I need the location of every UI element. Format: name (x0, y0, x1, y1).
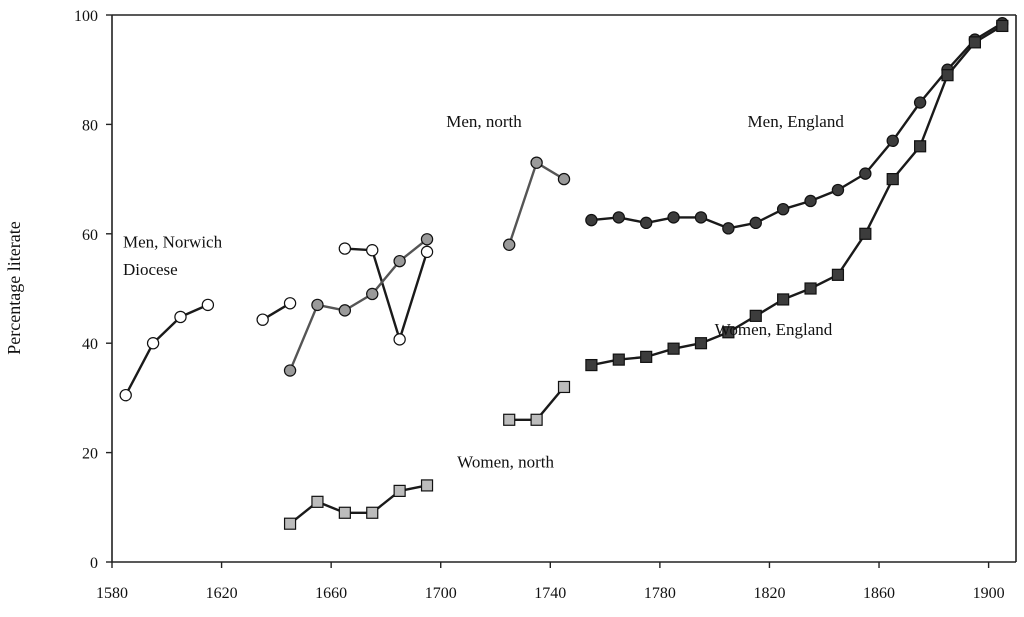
data-point-circle (749, 216, 762, 230)
data-point-circle (859, 167, 872, 180)
series-line-women-england (591, 24, 1003, 367)
series-men-north (283, 156, 571, 377)
data-point-square (968, 36, 982, 49)
y-tick-label: 60 (82, 227, 98, 244)
y-tick-label: 100 (74, 8, 98, 25)
data-point-square (366, 506, 379, 519)
data-point-square (886, 173, 899, 186)
series-line-women-north (289, 484, 428, 525)
data-point-circle (201, 298, 215, 312)
data-point-circle (366, 244, 379, 257)
data-point-square (941, 69, 954, 82)
data-point-circle (639, 216, 653, 230)
data-point-circle (585, 213, 598, 227)
data-point-square (996, 19, 1009, 33)
annotation-label: Men, Norwich (123, 232, 223, 251)
data-point-square (393, 484, 406, 497)
series-group (119, 17, 1009, 530)
axes: 0 20 40 60 80 100 1580 1620 1660 1700 1740 1780 1820… (74, 8, 1017, 602)
data-point-circle (612, 211, 625, 224)
data-point-circle (174, 310, 187, 324)
data-point-square (640, 350, 653, 363)
data-point-circle (393, 333, 406, 346)
series-line-men-north (288, 238, 428, 372)
series-men-norwich-diocese (119, 242, 434, 402)
annotation-label: Women, north (457, 452, 554, 471)
data-point-square (831, 268, 845, 281)
data-point-circle (776, 202, 790, 216)
annotation-label: Men, north (446, 112, 522, 131)
data-point-circle (366, 287, 379, 301)
data-point-circle (694, 211, 708, 224)
data-point-square (859, 227, 872, 240)
data-point-square (530, 413, 543, 426)
axis-frame (111, 15, 1016, 563)
series-women-england (585, 19, 1009, 372)
data-point-circle (503, 238, 516, 251)
data-point-circle (420, 245, 434, 259)
data-point-circle (557, 172, 571, 186)
x-tick-label: 1780 (644, 585, 676, 602)
data-point-circle (804, 194, 817, 208)
data-point-circle (283, 364, 297, 377)
x-tick-label: 1820 (753, 585, 785, 602)
annotation-label: Diocese (123, 260, 178, 279)
y-tick-label: 40 (82, 336, 98, 353)
data-point-square (749, 309, 762, 322)
data-point-circle (831, 183, 845, 197)
data-point-square (612, 353, 625, 366)
x-tick-label: 1740 (534, 585, 566, 602)
annotation-label: Men, England (748, 112, 845, 131)
series-women-north (283, 380, 571, 530)
data-point-circle (667, 211, 680, 224)
data-point-circle (420, 233, 434, 246)
data-point-square (503, 413, 516, 426)
data-point-square (338, 506, 351, 519)
x-tick-label: 1700 (425, 585, 457, 602)
data-point-square (557, 380, 571, 394)
data-point-square (914, 140, 927, 153)
data-point-square (667, 342, 680, 355)
data-point-square (311, 495, 324, 508)
series-line-men-england (591, 22, 1003, 230)
data-point-circle (338, 242, 352, 255)
series-line-men-norwich-diocese (124, 303, 209, 396)
data-point-circle (338, 304, 352, 317)
series-line-men-norwich-diocese (344, 247, 429, 341)
data-point-circle (913, 96, 927, 109)
data-point-circle (722, 222, 735, 235)
x-tick-label: 1900 (973, 585, 1005, 602)
data-point-square (420, 479, 434, 492)
annotations: Men, Norwich Diocese Men, north Men, Englan… (123, 112, 844, 471)
data-point-square (585, 358, 598, 372)
x-tick-label: 1580 (96, 585, 128, 602)
series-men-england (585, 17, 1009, 235)
annotation-label: Women, England (715, 320, 833, 339)
data-point-square (694, 337, 708, 350)
data-point-square (777, 293, 790, 306)
data-point-circle (283, 297, 297, 310)
data-point-circle (311, 298, 324, 312)
series-line-men-north (508, 161, 565, 246)
data-point-circle (393, 254, 406, 268)
y-tick-label: 20 (82, 446, 98, 463)
data-point-square (283, 517, 297, 530)
data-point-circle (256, 313, 269, 326)
data-point-circle (530, 156, 543, 169)
data-point-circle (886, 134, 899, 148)
data-point-circle (146, 337, 160, 350)
x-tick-label: 1860 (863, 585, 895, 602)
data-point-circle (119, 388, 132, 402)
x-tick-label: 1620 (206, 585, 238, 602)
data-point-square (804, 282, 817, 295)
data-point-square (722, 326, 735, 339)
y-axis-label: Percentage literate (4, 221, 24, 354)
y-tick-label: 0 (90, 555, 98, 572)
y-tick-label: 80 (82, 117, 98, 134)
x-tick-label: 1660 (315, 585, 347, 602)
